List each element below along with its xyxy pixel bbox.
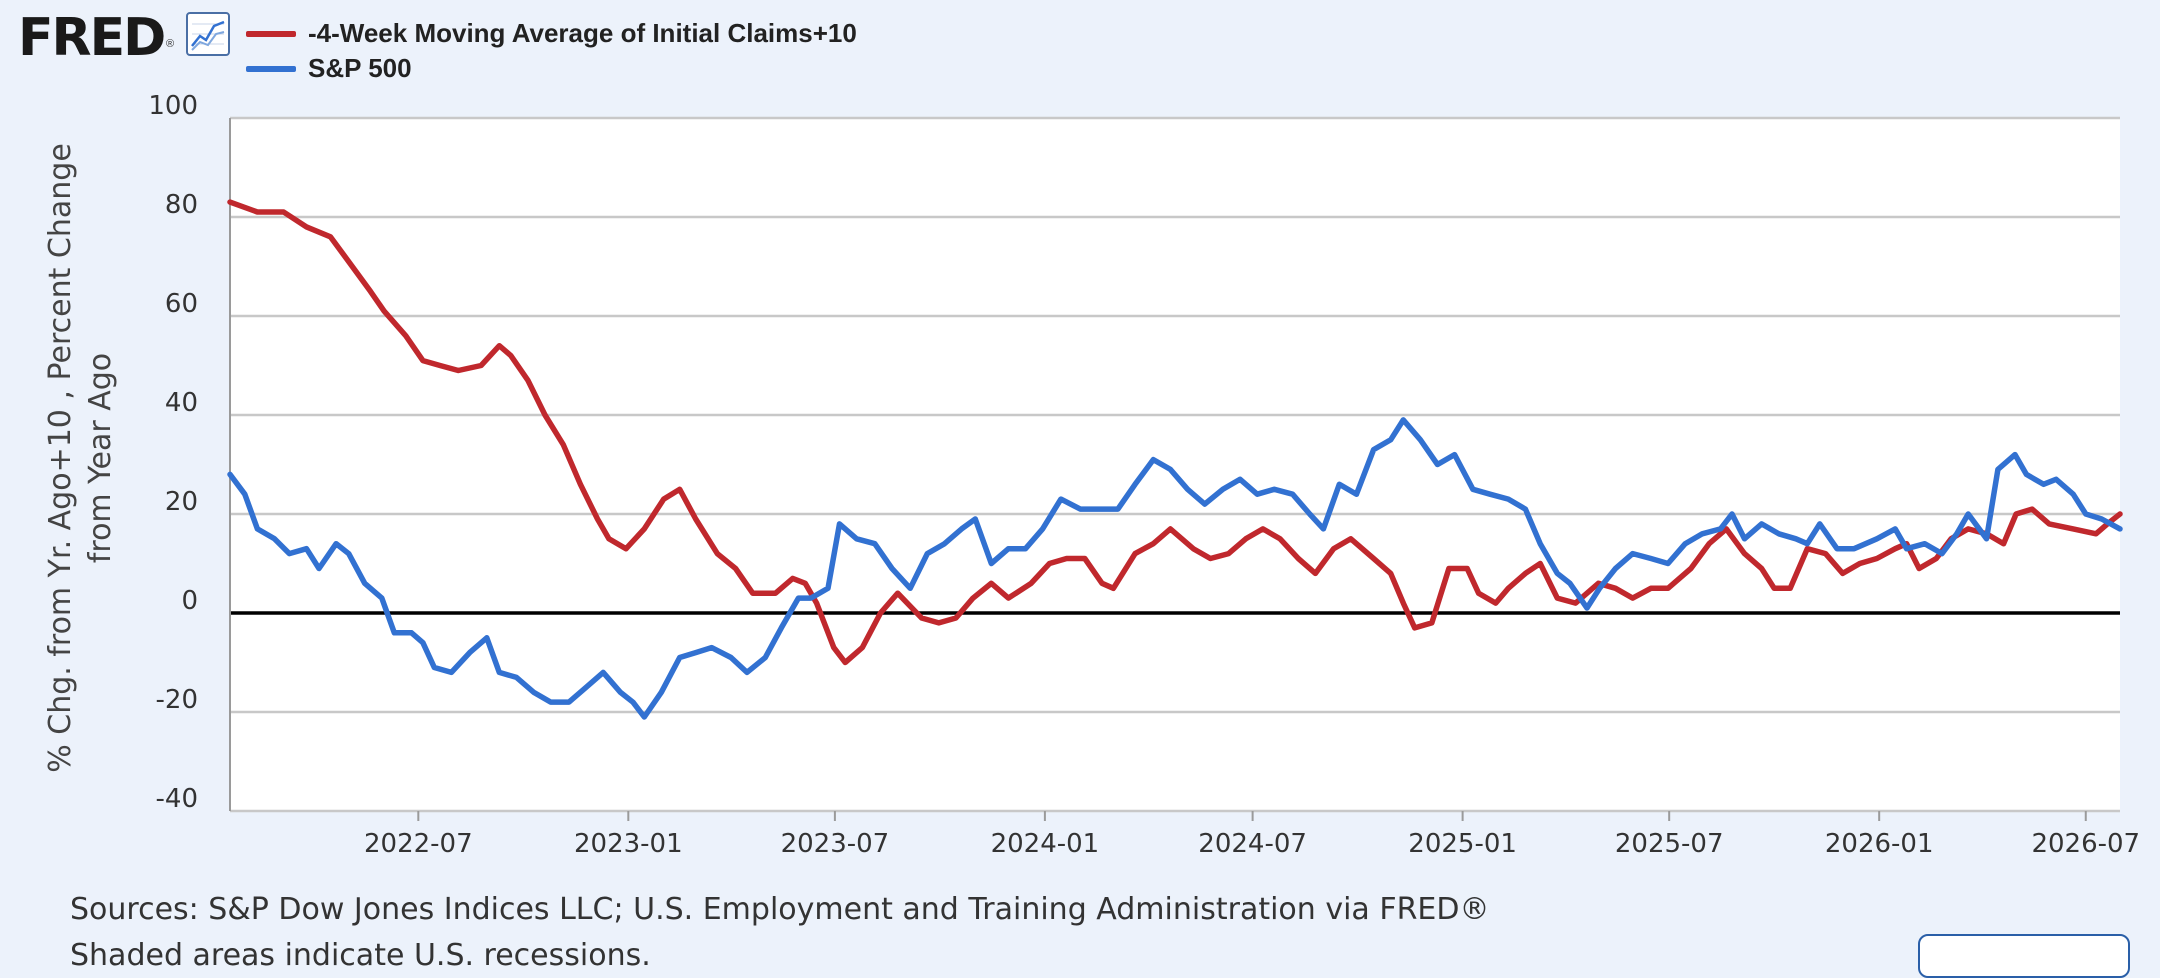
x-tick-label: 2022-07 [364,829,473,859]
x-tick-label: 2023-01 [574,829,683,859]
grid-lines [229,116,2120,813]
sources-note: Sources: S&P Dow Jones Indices LLC; U.S.… [70,892,1490,927]
chart-header: FRED ® -4-Week Moving Average of Initial… [0,0,2160,90]
legend-label-claims: -4-Week Moving Average of Initial Claims… [308,18,857,48]
x-tick-label: 2024-01 [991,829,1100,859]
x-axis-ticks: 2022-07 2023-01 2023-07 2024-01 2024-07 2025-… [364,811,2140,859]
legend-swatch-claims [246,30,296,37]
x-tick-label: 2024-07 [1198,829,1307,859]
x-tick-label: 2023-07 [781,829,890,859]
fred-logo[interactable]: FRED [18,8,166,68]
x-tick-label: 2026-07 [2031,829,2140,859]
x-tick-label: 2025-07 [1615,829,1724,859]
y-axis-label: % Chg. from Yr. Ago+10 , Percent Change f… [43,143,118,773]
y-tick-label: -40 [156,784,198,814]
y-axis-label-line: % Chg. from Yr. Ago+10 , Percent Change [43,143,78,773]
legend-label-sp500: S&P 500 [308,53,412,83]
x-tick-label: 2025-01 [1408,829,1517,859]
legend-swatch-sp500 [246,65,296,72]
y-tick-label: 100 [148,91,198,121]
y-tick-label: 60 [165,289,198,319]
y-axis-label-line: from Year Ago [83,353,118,563]
line-chart: -40 -20 0 20 40 60 80 100 2022-07 2023-01 2023-07… [43,91,2140,859]
y-axis-ticks: -40 -20 0 20 40 60 80 100 [148,91,198,814]
x-tick-label: 2026-01 [1825,829,1934,859]
legend-item-sp500[interactable]: S&P 500 [246,51,857,86]
series-line-sp500 [227,417,2123,720]
recession-note: Shaded areas indicate U.S. recessions. [70,938,651,973]
line-chart-icon[interactable] [186,12,230,56]
y-tick-label: 80 [165,190,198,220]
y-tick-label: -20 [156,685,198,715]
registered-mark: ® [166,38,175,50]
edit-graph-button[interactable] [1918,934,2130,978]
y-tick-label: 20 [165,487,198,517]
series-line-claims [227,199,2123,666]
series-lines [227,199,2123,720]
y-tick-label: 0 [181,586,198,616]
plot-area [230,118,2120,811]
legend-item-claims[interactable]: -4-Week Moving Average of Initial Claims… [246,16,857,51]
legend: -4-Week Moving Average of Initial Claims… [246,16,857,86]
y-tick-label: 40 [165,388,198,418]
